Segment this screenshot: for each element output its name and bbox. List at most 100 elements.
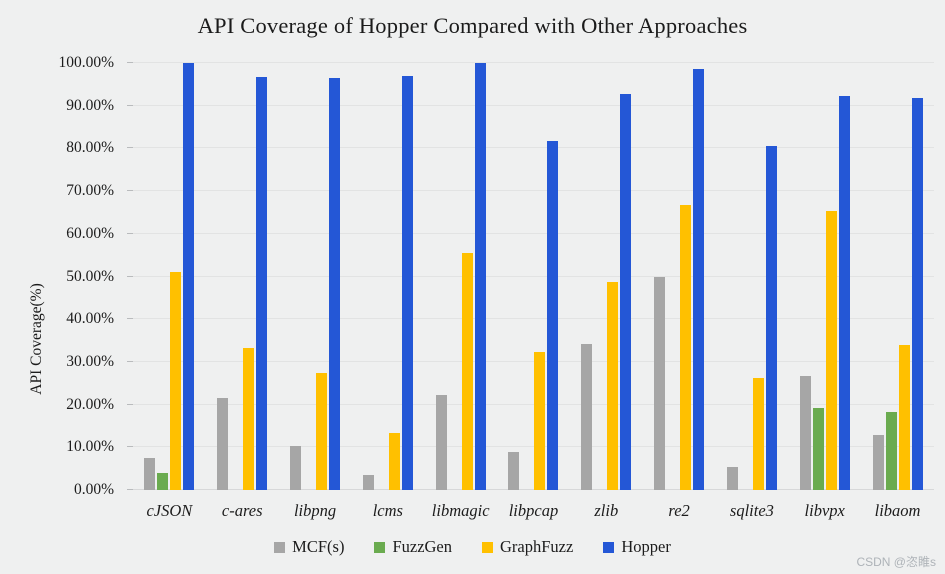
plot-area: [127, 62, 934, 490]
gridline: [133, 190, 934, 192]
bars-container: [133, 63, 934, 490]
gridline: [133, 275, 934, 277]
bar-GraphFuzz-zlib: [607, 282, 619, 490]
watermark: CSDN @恣睢s: [856, 555, 936, 569]
bar-GraphFuzz-libvpx: [825, 211, 837, 490]
bar-GraphFuzz-lcms: [388, 433, 400, 490]
bar-GraphFuzz-cJSON: [170, 272, 182, 490]
legend-marker-icon: [374, 541, 386, 553]
gridline: [133, 360, 934, 362]
x-category-label-libvpx: libvpx: [804, 501, 845, 520]
bar-group-lcms: [351, 63, 424, 490]
bar-GraphFuzz-libmagic: [461, 253, 473, 490]
bar-Hopper-cJSON: [183, 63, 195, 490]
x-axis-line: [133, 489, 934, 490]
y-tick-mark: [127, 446, 133, 448]
y-tick-mark: [127, 62, 133, 63]
bar-MCF(s)-re2: [654, 276, 666, 490]
bar-Hopper-libpng: [329, 77, 341, 490]
bar-MCF(s)-sqlite3: [726, 466, 738, 490]
legend-label: Hopper: [621, 537, 671, 556]
y-tick-label: 100.00%: [58, 54, 114, 71]
x-category-label-sqlite3: sqlite3: [729, 501, 774, 520]
x-category-label-libmagic: libmagic: [431, 501, 490, 520]
bar-Hopper-zlib: [620, 94, 632, 490]
bar-MCF(s)-libpcap: [508, 451, 520, 490]
y-tick-label: 50.00%: [66, 267, 114, 285]
bar-MCF(s)-zlib: [581, 343, 593, 490]
bar-Hopper-libaom: [911, 97, 923, 490]
bar-MCF(s)-libvpx: [799, 375, 811, 490]
bar-MCF(s)-libpng: [290, 445, 302, 490]
x-category-label-libaom: libaom: [874, 501, 921, 520]
gridline: [133, 104, 934, 106]
y-tick-mark: [127, 360, 133, 362]
legend-marker-icon: [603, 541, 615, 553]
y-tick-label: 0.00%: [73, 481, 114, 498]
bar-FuzzGen-libvpx: [812, 408, 824, 490]
bar-group-re2: [643, 63, 716, 490]
gridline: [133, 318, 934, 320]
bar-GraphFuzz-c-ares: [243, 348, 255, 490]
y-tick-label: 30.00%: [66, 352, 114, 370]
legend-item-FuzzGen: FuzzGen: [374, 537, 452, 557]
bar-GraphFuzz-re2: [680, 204, 692, 490]
gridline: [133, 147, 934, 149]
bar-MCF(s)-cJSON: [144, 457, 156, 490]
y-tick-label: 60.00%: [66, 224, 114, 242]
x-category-label-lcms: lcms: [372, 501, 403, 520]
bar-group-c-ares: [206, 63, 279, 490]
y-tick-mark: [127, 318, 133, 320]
bar-GraphFuzz-libpcap: [534, 352, 546, 490]
y-tick-label: 80.00%: [66, 139, 114, 157]
legend-label: FuzzGen: [392, 537, 453, 556]
bar-Hopper-libvpx: [838, 95, 850, 490]
y-tick-mark: [127, 489, 133, 490]
x-category-label-libpcap: libpcap: [508, 501, 559, 520]
bar-MCF(s)-libaom: [872, 434, 884, 490]
bar-MCF(s)-lcms: [362, 475, 374, 490]
y-tick-mark: [127, 104, 133, 106]
y-tick-label: 70.00%: [66, 182, 114, 200]
legend-label: MCF(s): [292, 537, 345, 556]
bar-MCF(s)-libmagic: [435, 395, 447, 490]
x-category-label-libpng: libpng: [293, 501, 337, 520]
y-axis: API Coverage(%) 100.00% 90.00% 80.00% 70.00…: [22, 54, 122, 498]
bar-FuzzGen-cJSON: [157, 472, 169, 490]
y-tick-label: 20.00%: [66, 395, 114, 413]
y-tick-mark: [127, 190, 133, 192]
y-tick-mark: [127, 147, 133, 149]
legend-item-Hopper: Hopper: [603, 537, 671, 557]
chart-title: API Coverage of Hopper Compared with Oth…: [197, 13, 748, 38]
legend-marker-icon: [274, 541, 286, 553]
y-tick-mark: [127, 275, 133, 277]
y-tick-label: 10.00%: [66, 438, 114, 456]
gridline: [133, 232, 934, 234]
bar-group-cJSON: [133, 63, 206, 490]
bar-group-libpng: [279, 63, 352, 490]
bar-Hopper-lcms: [401, 76, 413, 490]
bar-Hopper-re2: [693, 69, 705, 490]
legend-label: GraphFuzz: [500, 537, 574, 556]
bar-MCF(s)-c-ares: [217, 398, 229, 490]
bar-Hopper-libmagic: [474, 63, 486, 490]
legend-item-MCF(s): MCF(s): [274, 537, 344, 557]
x-category-label-cJSON: cJSON: [146, 501, 193, 520]
x-axis-labels: cJSON c-ares libpng lcms libmagic libpcap zlib…: [133, 501, 934, 521]
x-category-label-c-ares: c-ares: [221, 501, 263, 520]
bar-group-libmagic: [424, 63, 497, 490]
x-category-label-zlib: zlib: [594, 501, 619, 520]
bar-FuzzGen-libaom: [885, 412, 897, 490]
bar-group-zlib: [570, 63, 643, 490]
y-axis-title: API Coverage(%): [28, 283, 46, 395]
y-tick-mark: [127, 403, 133, 405]
bar-group-libaom: [861, 63, 934, 490]
y-tick-label: 40.00%: [66, 310, 114, 328]
bar-Hopper-libpcap: [547, 140, 559, 490]
legend-marker-icon: [482, 541, 494, 553]
bar-group-libvpx: [788, 63, 861, 490]
bar-group-sqlite3: [716, 63, 789, 490]
gridline: [133, 62, 934, 63]
bar-group-libpcap: [497, 63, 570, 490]
